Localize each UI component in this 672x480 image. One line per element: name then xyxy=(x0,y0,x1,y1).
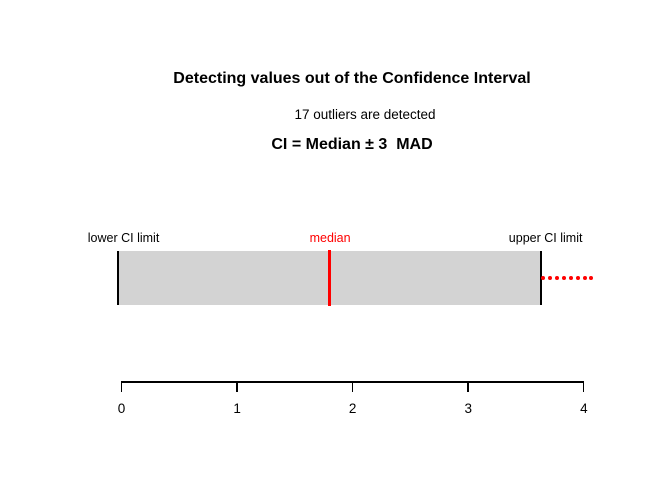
outlier-dot xyxy=(568,275,573,280)
x-axis-tick xyxy=(582,381,585,392)
outlier-dot xyxy=(575,275,580,280)
median-label: median xyxy=(309,231,351,245)
outlier-dot xyxy=(561,275,566,280)
plot-title-line1: Detecting values out of the Confidence I… xyxy=(173,70,531,87)
x-axis-tick xyxy=(120,381,122,392)
outlier-dot xyxy=(540,275,545,280)
outlier-count-text: 17 outliers are detected xyxy=(294,107,436,122)
x-axis-tick-label: 2 xyxy=(348,401,357,416)
x-axis-tick-label: 1 xyxy=(233,401,241,416)
outlier-dot xyxy=(589,275,594,280)
x-axis-tick-label: 3 xyxy=(464,401,473,416)
lower-ci-label: lower CI limit xyxy=(87,231,160,245)
plot-title: Detecting values out of the Confidence I… xyxy=(121,24,583,200)
x-axis-tick xyxy=(467,381,469,392)
outlier-dot xyxy=(547,275,552,280)
plot-title-line2: CI = Median ± 3 MAD xyxy=(271,136,433,153)
outlier-dot xyxy=(582,275,587,280)
median-line xyxy=(327,250,331,306)
x-axis-tick-label: 0 xyxy=(117,401,126,416)
x-axis-tick xyxy=(351,381,354,392)
outlier-dot xyxy=(554,275,559,280)
upper-ci-label: upper CI limit xyxy=(508,231,583,245)
x-axis-tick xyxy=(236,381,238,392)
x-axis-tick-label: 4 xyxy=(580,401,588,416)
